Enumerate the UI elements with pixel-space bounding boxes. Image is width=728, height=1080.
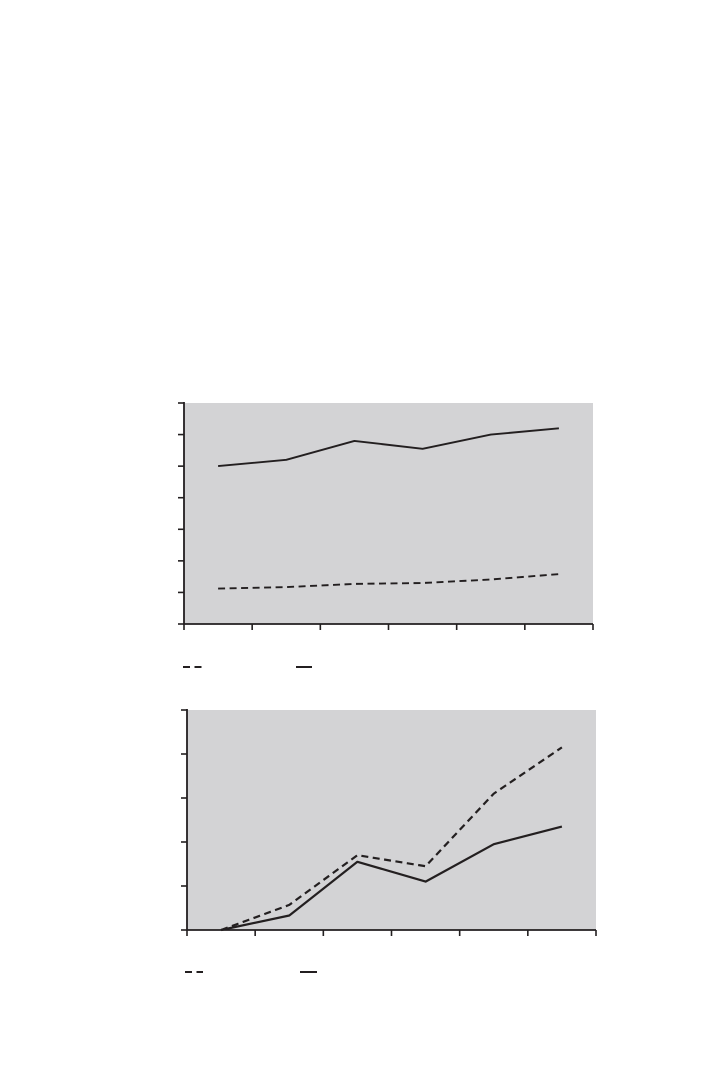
dashed-series-swatch	[183, 666, 202, 668]
solid-series-swatch	[300, 971, 317, 973]
bottom-chart	[181, 709, 597, 936]
dashed-series-swatch	[185, 971, 203, 973]
solid-series-swatch	[296, 666, 312, 668]
top-chart	[178, 402, 594, 630]
